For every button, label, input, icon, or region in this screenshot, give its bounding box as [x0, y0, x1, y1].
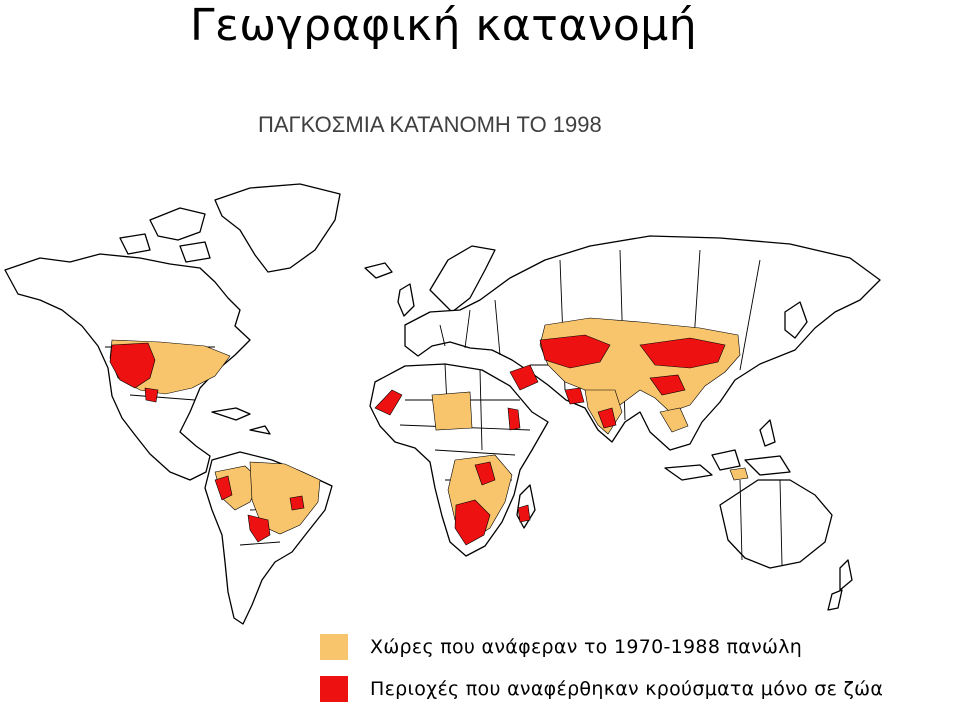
mongolia-red-region	[639, 337, 726, 369]
argentina-red-region	[247, 514, 271, 543]
legend-swatch-orange	[320, 634, 348, 660]
slide-title: Γεωγραφική κατανομή	[190, 0, 698, 51]
map-caption: ΠΑΓΚΟΣΜΙΑ ΚΑΤΑΝΟΜΗ ΤΟ 1998	[258, 112, 602, 137]
legend-swatch-red	[320, 676, 348, 702]
andes-red-region	[214, 475, 233, 501]
iran-red-region	[564, 387, 585, 405]
world-map-svg	[4, 183, 881, 625]
himalaya-red-region	[597, 407, 617, 429]
north-africa-orange-region	[431, 391, 473, 431]
legend-label-orange: Χώρες που ανάφεραν το 1970-1988 πανώλη	[370, 636, 803, 658]
caribbean-shape	[211, 407, 271, 435]
central-asia-red-region	[539, 334, 611, 369]
japan-shape	[784, 301, 808, 339]
iceland-shape	[364, 262, 393, 279]
east-africa-red-region	[474, 461, 496, 486]
southeast-asia-islands-shape	[664, 419, 791, 481]
china-red-region	[649, 374, 686, 396]
scandinavia-shape	[429, 245, 496, 313]
brazil-red-region	[289, 495, 305, 511]
madagascar-red-region	[517, 504, 531, 523]
new-zealand-shape	[827, 559, 853, 611]
uk-shape	[397, 283, 415, 317]
arctic-islands-shape	[119, 207, 211, 263]
caspian-red-region	[509, 364, 539, 391]
south-africa-red-region	[454, 499, 491, 546]
legend-item-orange: Χώρες που ανάφεραν το 1970-1988 πανώλη	[320, 634, 802, 660]
indonesia-orange-region	[729, 467, 749, 481]
brazil-orange-region	[249, 461, 321, 535]
legend-label-red: Περιοχές που αναφέρθηκαν κρούσματα μόνο …	[370, 678, 884, 700]
world-map	[0, 150, 960, 630]
legend-item-red: Περιοχές που αναφέρθηκαν κρούσματα μόνο …	[320, 676, 883, 702]
egypt-red-region	[507, 407, 521, 431]
us-west-red-region	[109, 342, 156, 389]
southeast-asia-orange-region	[659, 407, 689, 433]
greenland-shape	[214, 183, 341, 273]
west-africa-red-region	[374, 389, 403, 416]
mexico-red-region	[144, 387, 159, 403]
animal-cases-red	[109, 334, 726, 546]
australia-shape	[719, 479, 833, 569]
